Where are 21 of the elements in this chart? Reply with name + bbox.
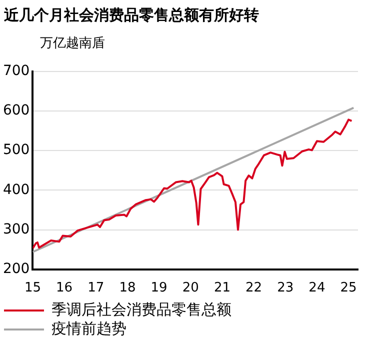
- x-tick-label: 21: [214, 280, 230, 296]
- x-tick-label: 22: [246, 280, 262, 296]
- x-tick-label: 25: [340, 280, 357, 296]
- x-tick-label: 17: [88, 280, 104, 296]
- x-tick-label: 20: [182, 280, 199, 296]
- legend-label: 季调后社会消费品零售总额: [52, 300, 232, 318]
- x-tick-label: 24: [308, 280, 326, 296]
- y-tick-label: 700: [2, 63, 30, 80]
- y-tick-label: 600: [2, 102, 30, 119]
- y-axis-title: 万亿越南盾: [40, 35, 105, 52]
- y-tick-label: 400: [2, 182, 30, 198]
- y-tick-label: 300: [2, 221, 30, 238]
- y-tick-label: 200: [2, 261, 30, 278]
- x-tick-label: 23: [277, 280, 294, 296]
- x-tick-label: 18: [119, 280, 136, 296]
- x-tick-label: 19: [150, 280, 168, 296]
- legend-label: 疫情前趋势: [52, 319, 126, 338]
- x-tick-label: 16: [56, 280, 73, 296]
- x-tick-label: 15: [24, 280, 41, 296]
- y-tick-label: 500: [2, 142, 30, 158]
- chart-title: 近几个月社会消费品零售总额有所好转: [3, 5, 260, 26]
